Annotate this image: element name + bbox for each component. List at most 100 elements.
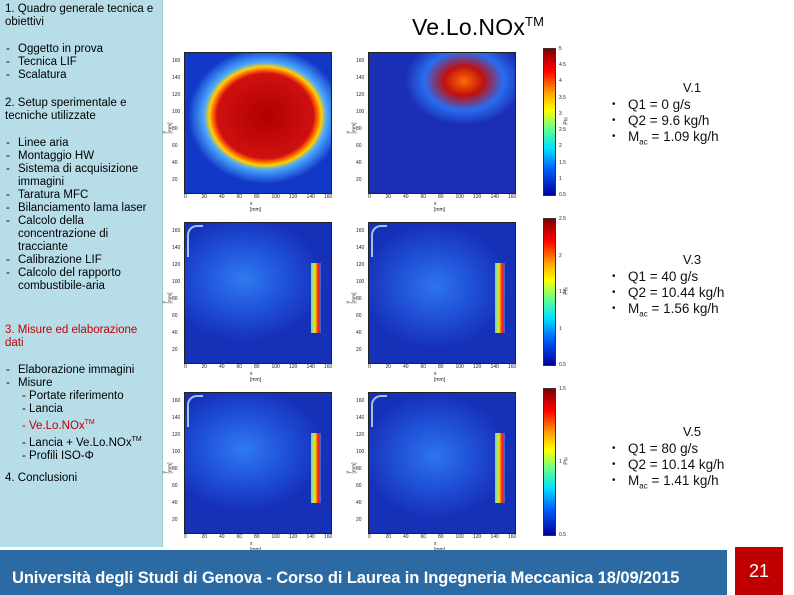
list-item: Elaborazione immagini [4,364,162,377]
list-item: Tecnica LIF [4,56,159,69]
mac-value: Mac = 1.56 kg/h [612,301,792,323]
y-tick-label: 40 [356,160,362,166]
lif-image-frame [368,392,516,534]
x-tick-label: 20 [201,364,208,370]
x-tick-label: 40 [403,364,409,370]
y-tick-label: 20 [356,177,362,183]
y-axis-label: y [mm] [345,122,358,134]
colorbar [543,218,556,366]
y-tick-label: 100 [172,449,181,455]
x-tick-label: 0 [184,194,187,200]
y-tick-label: 100 [172,279,181,285]
wall-reflection [187,395,203,427]
y-tick-label: 80 [172,296,178,302]
y-tick-label: 140 [172,415,181,421]
x-tick-label: 40 [219,364,225,370]
y-tick-label: 80 [356,126,362,132]
x-tick-label: 100 [455,534,464,540]
x-tick-label: 120 [473,194,482,200]
case-label: V.5 [682,424,702,439]
y-tick-label: 60 [356,313,362,319]
y-tick-label: 140 [172,245,181,251]
sub-item: - Lancia [22,403,63,415]
x-tick-label: 40 [403,534,409,540]
q1-value: Q1 = 0 g/s [612,97,792,113]
colorbar-tick-label: 4.5 [559,62,566,69]
x-tick-label: 120 [473,364,482,370]
q2-value: Q2 = 9.6 kg/h [612,113,792,129]
y-tick-label: 100 [356,109,365,115]
colorbar-tick-label: 5 [559,46,562,52]
y-tick-label: 160 [172,58,181,64]
colorbar-label: Phi [563,457,570,465]
y-tick-label: 140 [356,75,365,81]
y-tick-label: 120 [356,262,365,268]
x-tick-label: 80 [438,534,444,540]
x-tick-label: 120 [289,364,298,370]
y-tick-label: 20 [356,517,362,523]
q2-value: Q2 = 10.14 kg/h [612,457,792,473]
list-item: Montaggio HW [4,150,159,163]
section-1-title: 1. Quadro generale tecnica e obiettivi [5,3,154,28]
list-item: Bilanciamento lama laser [4,202,159,215]
x-tick-label: 80 [438,194,444,200]
list-item: Calcolo della concentrazione di traccian… [4,215,159,254]
colorbar-tick-label: 1.5 [559,159,566,166]
q1-value: Q1 = 40 g/s [612,269,792,285]
x-tick-label: 160 [324,194,333,200]
x-tick-label: 20 [385,534,392,540]
x-axis-label: x [mm] [250,201,262,213]
colorbar [543,388,556,536]
colorbar-tick-label: 1.5 [559,289,566,295]
x-tick-label: 160 [508,364,517,370]
y-tick-label: 60 [356,143,362,149]
y-tick-label: 160 [356,398,365,404]
x-tick-label: 100 [271,194,280,200]
list-item: Taratura MFC [4,189,159,202]
y-tick-label: 100 [172,109,181,115]
colorbar-tick-label: 1 [559,459,562,465]
y-tick-label: 20 [356,347,362,353]
y-tick-label: 100 [356,449,365,455]
y-tick-label: 40 [172,500,178,506]
y-tick-label: 80 [172,466,178,472]
x-axis-label: x [mm] [434,371,446,383]
y-tick-label: 80 [356,466,362,472]
y-tick-label: 140 [356,245,365,251]
colorbar-tick-label: 0.5 [559,192,566,198]
colorbar-label: Phi [563,287,570,295]
y-axis-label: y [mm] [161,462,174,474]
sub-item: - Profili ISO-Φ [22,449,94,462]
section-2-title: 2. Setup sperimentale e tecniche utilizz… [5,97,127,122]
mac-value: Mac = 1.09 kg/h [612,129,792,151]
x-axis-label: x [mm] [250,371,262,383]
y-tick-label: 120 [172,92,181,98]
sub-item-highlight: - Ve.Lo.NOxTM [22,419,95,432]
x-tick-label: 140 [490,364,499,370]
y-tick-label: 60 [172,143,178,149]
case-label: V.3 [682,252,702,267]
x-tick-label: 140 [490,194,499,200]
y-tick-label: 60 [356,483,362,489]
x-tick-label: 20 [201,194,208,200]
y-tick-label: 120 [356,432,365,438]
y-tick-label: 40 [172,160,178,166]
colorbar-label: Phi [563,117,570,125]
x-tick-label: 80 [438,364,444,370]
x-tick-label: 20 [385,364,392,370]
y-tick-label: 100 [356,279,365,285]
x-tick-label: 60 [420,194,427,200]
x-tick-label: 0 [368,194,371,200]
colorbar-tick-label: 0.5 [559,362,566,368]
list-item: Calibrazione LIF [4,254,159,267]
y-axis-label: y [mm] [345,462,358,474]
section-3-title: 3. Misure ed elaborazione dati [5,324,138,349]
lif-image-frame [184,222,332,364]
x-tick-label: 0 [184,364,187,370]
x-tick-label: 140 [306,194,315,200]
footer-bar: Università degli Studi di Genova - Corso… [0,550,727,595]
x-tick-label: 100 [455,364,464,370]
list-item: Oggetto in prova [4,43,159,56]
colorbar-tick-label: 1 [559,325,562,332]
x-tick-label: 80 [254,194,260,200]
